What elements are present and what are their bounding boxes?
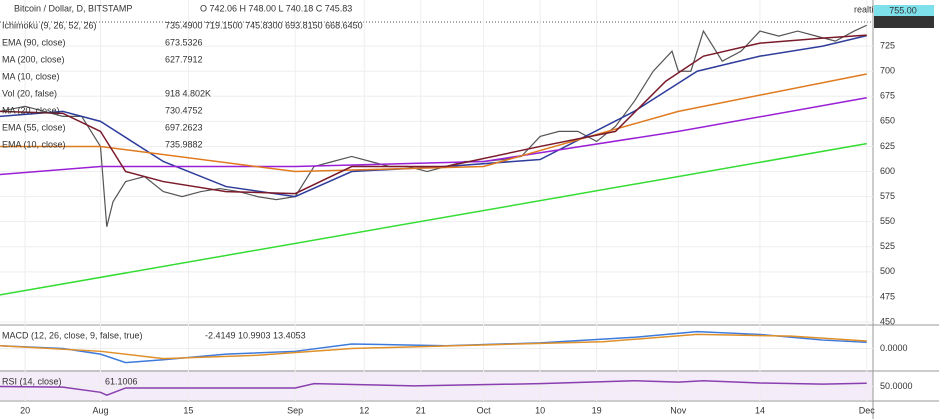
y-tick-label: 450 xyxy=(880,316,895,326)
x-tick-label: 21 xyxy=(416,405,426,415)
x-tick-label: 15 xyxy=(183,405,193,415)
legend-name: Vol (20, false) xyxy=(2,88,57,98)
pane-value: -2.4149 10.9903 13.4053 xyxy=(205,330,306,340)
legend-name: Ichimoku (9, 26, 52, 26) xyxy=(2,20,97,30)
pane-title: MACD (12, 26, close, 9, false, true) xyxy=(2,330,143,340)
legend-name: EMA (90, close) xyxy=(2,37,66,47)
pane-value: 61.1006 xyxy=(105,376,138,386)
legend-value: 918 4.802K xyxy=(165,88,211,98)
x-tick-label: Dec xyxy=(859,405,876,415)
price-label-bg xyxy=(874,5,934,17)
y-tick-label: 600 xyxy=(880,166,895,176)
x-tick-label: Nov xyxy=(670,405,687,415)
legend-name: EMA (55, close) xyxy=(2,122,66,132)
series-line xyxy=(0,330,867,364)
y-tick-label: 650 xyxy=(880,116,895,126)
series-line xyxy=(0,73,867,173)
x-tick-label: 20 xyxy=(20,405,30,415)
series-line xyxy=(0,34,867,195)
y-tick-label: 475 xyxy=(880,291,895,301)
series-line xyxy=(0,142,867,296)
legend-value: 627.7912 xyxy=(165,54,203,64)
y-tick-label: 575 xyxy=(880,191,895,201)
legend-name: MA (200, close) xyxy=(2,54,65,64)
y-tick-label: 625 xyxy=(880,141,895,151)
y-tick-label: 550 xyxy=(880,216,895,226)
y-tick-label: 525 xyxy=(880,241,895,251)
y-tick-label: 500 xyxy=(880,266,895,276)
legend-value: 697.2623 xyxy=(165,122,203,132)
ohlc: O 742.06 H 748.00 L 740.18 C 745.83 xyxy=(200,3,352,13)
legend-value: 735.9882 xyxy=(165,139,203,149)
legend-name: MA (10, close) xyxy=(2,71,60,81)
series-line xyxy=(0,379,867,397)
legend-name: EMA (10, close) xyxy=(2,139,66,149)
price-label-bg xyxy=(874,16,934,28)
y-tick-label: 725 xyxy=(880,41,895,51)
y-tick-label: 700 xyxy=(880,66,895,76)
legend-value: 673.5326 xyxy=(165,37,203,47)
x-tick-label: Sep xyxy=(287,405,303,415)
price-label: 755.00 xyxy=(889,5,917,15)
realtime: realtime xyxy=(854,4,886,14)
y-tick-label: 50.0000 xyxy=(880,381,913,391)
series-line xyxy=(0,24,867,227)
legend-value: 735.4900 719.1500 745.8300 693.8150 668.… xyxy=(165,20,363,30)
series-line xyxy=(0,97,867,176)
price-label: 745.83 xyxy=(889,16,917,26)
x-tick-label: 10 xyxy=(535,405,545,415)
x-tick-label: 14 xyxy=(755,405,765,415)
chart-title: Bitcoin / Dollar, D, BITSTAMP xyxy=(14,3,132,13)
legend-value: 730.4752 xyxy=(165,105,203,115)
y-tick-label: 675 xyxy=(880,91,895,101)
y-tick-label: 0.0000 xyxy=(880,343,908,353)
x-tick-label: Aug xyxy=(92,405,108,415)
pane-title: RSI (14, close) xyxy=(2,376,62,386)
x-tick-label: 19 xyxy=(592,405,602,415)
legend-name: MA (20, close) xyxy=(2,105,60,115)
x-tick-label: Oct xyxy=(477,405,492,415)
x-tick-label: 12 xyxy=(359,405,369,415)
series-line xyxy=(0,333,867,360)
